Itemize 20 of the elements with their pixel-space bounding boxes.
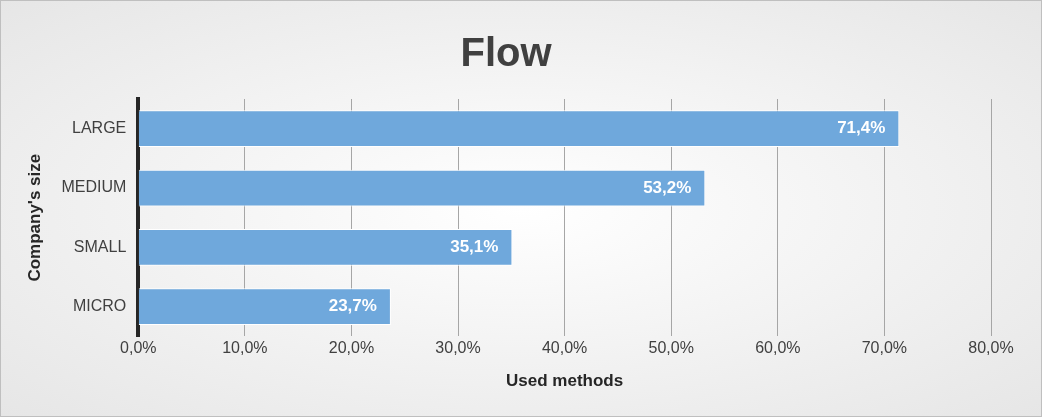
x-tick-label: 0,0% bbox=[120, 339, 157, 357]
x-tick-label: 80,0% bbox=[968, 339, 1014, 357]
x-axis-title: Used methods bbox=[506, 371, 624, 391]
x-tick-label: 40,0% bbox=[541, 339, 588, 357]
y-axis-title: Company's size bbox=[24, 153, 44, 282]
data-label: 71,4% bbox=[837, 118, 886, 138]
x-tick-label: 20,0% bbox=[328, 339, 375, 357]
x-tick-label: 30,0% bbox=[435, 339, 481, 357]
x-tick-label: 10,0% bbox=[222, 339, 268, 357]
x-tick-label: 50,0% bbox=[648, 339, 694, 357]
x-tick-label: 60,0% bbox=[755, 339, 801, 357]
data-label: 53,2% bbox=[643, 177, 692, 197]
data-label: 35,1% bbox=[450, 237, 499, 257]
data-label: 23,7% bbox=[328, 296, 377, 316]
y-tick-label: LARGE bbox=[72, 119, 127, 137]
y-tick-label: MEDIUM bbox=[61, 178, 127, 196]
x-tick-label: 70,0% bbox=[861, 339, 908, 357]
y-tick-label: SMALL bbox=[73, 237, 127, 255]
y-tick-label: MICRO bbox=[72, 297, 127, 315]
chart-title: Flow bbox=[460, 30, 553, 75]
